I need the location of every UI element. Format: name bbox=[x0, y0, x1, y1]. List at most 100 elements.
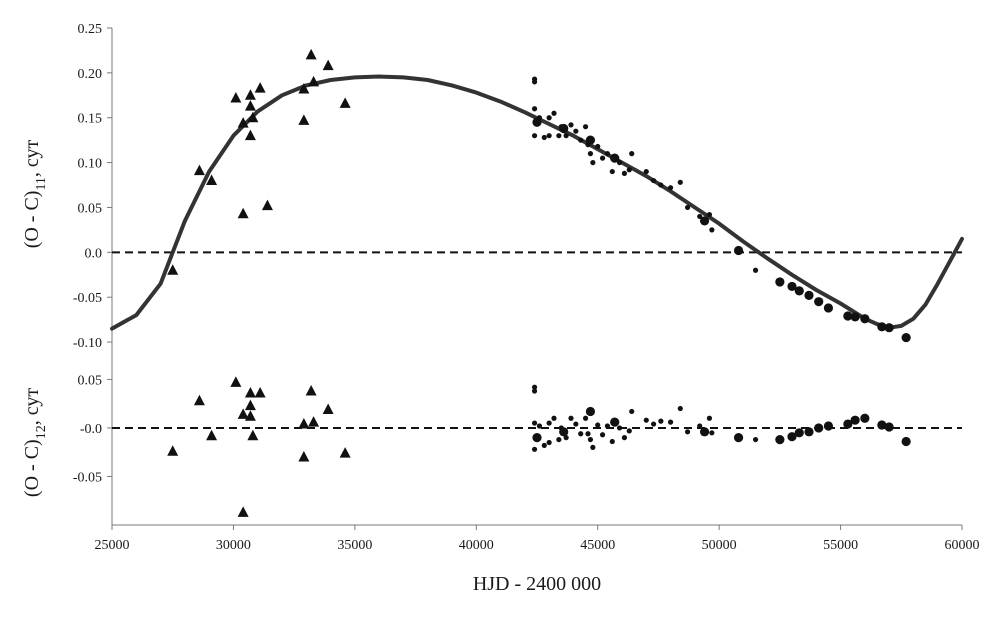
large-dot-point bbox=[699, 427, 710, 437]
small-dot-point bbox=[587, 436, 594, 443]
triangle-point bbox=[322, 403, 334, 414]
triangle-point bbox=[322, 59, 334, 71]
large-dot-point bbox=[877, 420, 887, 430]
triangle-point bbox=[339, 447, 351, 458]
large-dot-point bbox=[585, 135, 596, 145]
small-dot-point bbox=[609, 168, 615, 175]
small-dot-point bbox=[556, 436, 562, 443]
triangle-point bbox=[230, 91, 242, 103]
triangle-point bbox=[193, 164, 205, 176]
large-dot-point bbox=[733, 245, 744, 256]
triangle-point bbox=[244, 89, 256, 100]
small-dot-point bbox=[616, 425, 623, 431]
large-dot-point bbox=[532, 117, 542, 127]
small-dot-point bbox=[706, 415, 713, 421]
triangle-point bbox=[237, 408, 249, 419]
triangle-point bbox=[308, 416, 320, 427]
large-dot-point bbox=[843, 311, 853, 321]
triangle-point bbox=[230, 376, 242, 387]
small-dot-point bbox=[531, 384, 538, 390]
small-dot-point bbox=[650, 421, 657, 427]
triangle-point bbox=[298, 114, 310, 125]
y-tick-label: -0.10 bbox=[73, 336, 102, 351]
small-dot-point bbox=[541, 134, 547, 141]
large-dot-point bbox=[787, 281, 797, 292]
y-axis-label: (O - C)11, сут bbox=[21, 139, 49, 248]
small-dot-point bbox=[616, 159, 623, 166]
small-dot-point bbox=[531, 446, 538, 452]
small-dot-point bbox=[590, 159, 596, 166]
x-tick-label: 50000 bbox=[702, 538, 737, 553]
large-dot-point bbox=[814, 297, 824, 307]
small-dot-point bbox=[546, 115, 552, 121]
small-dot-point bbox=[573, 421, 579, 427]
y-tick-label: 0.15 bbox=[78, 112, 103, 127]
large-dot-point bbox=[823, 303, 834, 313]
small-dot-point bbox=[585, 431, 591, 437]
large-dot-point bbox=[559, 427, 569, 437]
large-dot-point bbox=[877, 322, 887, 332]
large-dot-point bbox=[699, 216, 710, 226]
large-dot-point bbox=[532, 433, 542, 443]
x-axis: 25000 30000 35000 40000 45000 50000 55000 60000 bbox=[95, 524, 980, 553]
triangle-point bbox=[206, 429, 218, 441]
large-dot-point bbox=[850, 415, 860, 425]
large-dot-point bbox=[860, 413, 870, 423]
triangle-point bbox=[298, 83, 310, 94]
small-dot-point bbox=[650, 177, 657, 184]
large-dot-point bbox=[860, 314, 870, 324]
y-axis-label: (O - C)12, сут bbox=[21, 388, 49, 497]
y-tick-label: 0.05 bbox=[78, 201, 103, 216]
large-dot-point bbox=[775, 434, 785, 445]
small-dot-point bbox=[609, 438, 615, 445]
small-dot-point bbox=[578, 137, 584, 143]
small-dot-point bbox=[752, 436, 759, 443]
small-dot-point bbox=[573, 128, 579, 134]
large-dot-point bbox=[843, 419, 853, 429]
small-dot-point bbox=[531, 133, 538, 139]
large-dot-point bbox=[901, 436, 911, 447]
triangle-point bbox=[298, 451, 310, 462]
x-tick-label: 25000 bbox=[95, 538, 130, 553]
x-tick-label: 60000 bbox=[945, 538, 980, 553]
triangle-point bbox=[237, 207, 249, 219]
small-dot-point bbox=[568, 415, 574, 421]
large-dot-point bbox=[884, 323, 894, 333]
small-dot-point bbox=[551, 110, 557, 116]
small-dot-point bbox=[643, 417, 649, 423]
small-dot-point bbox=[556, 133, 562, 139]
small-dot-point bbox=[643, 168, 649, 175]
small-dot-point bbox=[621, 435, 628, 441]
triangle-point bbox=[247, 429, 259, 441]
small-dot-point bbox=[536, 423, 543, 429]
small-dot-point bbox=[531, 79, 538, 85]
triangle-point bbox=[339, 97, 351, 108]
fit-curve bbox=[110, 74, 964, 331]
small-dot-point bbox=[709, 227, 715, 233]
triangle-point bbox=[261, 199, 273, 211]
large-dot-point bbox=[884, 422, 894, 432]
large-dot-point bbox=[901, 332, 911, 343]
large-dot-point bbox=[804, 427, 814, 437]
triangle-point bbox=[237, 117, 249, 128]
small-dot-point bbox=[709, 430, 715, 436]
small-dot-point bbox=[568, 122, 574, 128]
small-dot-point bbox=[706, 212, 713, 218]
x-tick-label: 35000 bbox=[337, 538, 372, 553]
large-dot-point bbox=[610, 417, 620, 427]
large-dot-point bbox=[794, 286, 804, 296]
large-dot-point bbox=[585, 406, 596, 417]
large-dot-point bbox=[804, 290, 814, 300]
large-dot-point bbox=[823, 421, 834, 431]
large-dot-point bbox=[775, 277, 785, 287]
small-dot-point bbox=[563, 435, 569, 441]
y-tick-label: 0.0 bbox=[85, 246, 103, 261]
small-dot-point bbox=[531, 420, 538, 426]
small-dot-point bbox=[697, 213, 703, 220]
small-dot-point bbox=[590, 444, 596, 450]
triangle-point bbox=[167, 445, 179, 456]
triangle-point bbox=[237, 506, 249, 517]
small-dot-point bbox=[629, 151, 635, 157]
y-tick-label: 0.05 bbox=[78, 373, 103, 388]
y-axis-label-unit: , сут bbox=[21, 388, 43, 426]
